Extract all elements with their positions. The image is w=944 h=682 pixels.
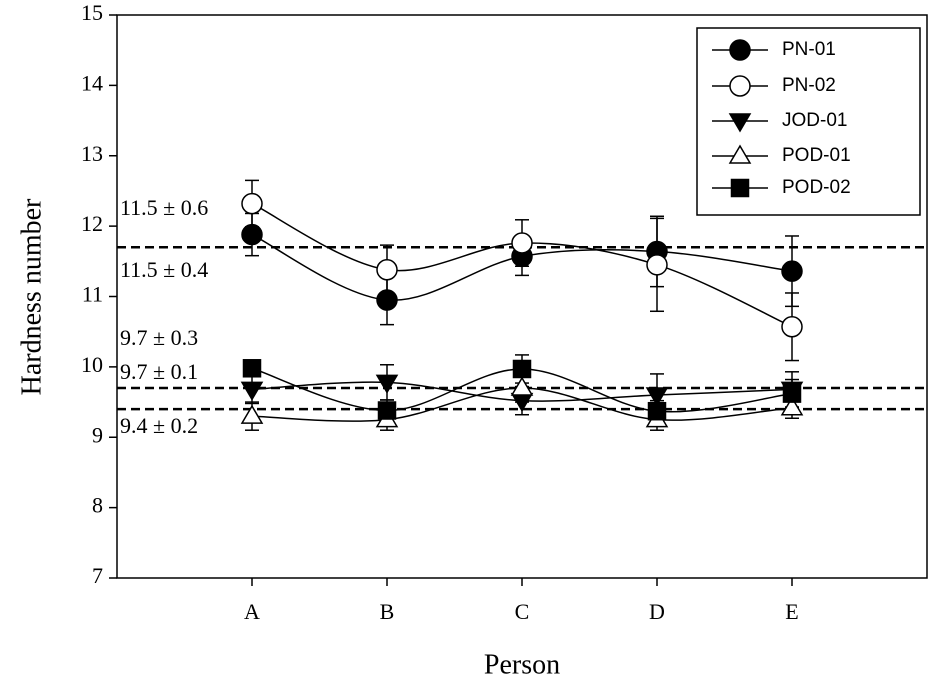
x-tick-label: C xyxy=(515,599,530,624)
marker xyxy=(729,39,751,61)
annotation: 9.4 ± 0.2 xyxy=(120,413,198,438)
marker xyxy=(730,178,750,198)
legend-label: JOD-01 xyxy=(782,110,847,131)
legend-label: PN-01 xyxy=(782,39,836,60)
y-tick-label: 14 xyxy=(81,70,103,95)
y-tick-label: 12 xyxy=(81,211,103,236)
legend-label: POD-01 xyxy=(782,145,851,166)
marker xyxy=(241,223,263,246)
marker xyxy=(241,192,263,215)
annotation: 9.7 ± 0.1 xyxy=(120,359,198,384)
annotation: 9.7 ± 0.3 xyxy=(120,325,198,350)
marker xyxy=(511,232,533,254)
legend-label: POD-02 xyxy=(782,177,851,198)
marker xyxy=(376,289,398,311)
marker xyxy=(728,144,752,164)
x-tick-label: D xyxy=(649,599,665,624)
marker xyxy=(376,259,398,281)
marker xyxy=(375,374,399,394)
marker xyxy=(781,316,803,338)
y-tick-label: 7 xyxy=(92,563,103,588)
y-axis-label: Hardness number xyxy=(16,198,47,395)
marker xyxy=(242,359,262,378)
legend-label: PN-02 xyxy=(782,75,836,96)
marker xyxy=(780,396,804,416)
x-tick-label: B xyxy=(380,599,395,624)
y-tick-label: 10 xyxy=(81,352,103,377)
y-tick-label: 8 xyxy=(92,493,103,518)
marker xyxy=(728,113,752,133)
marker xyxy=(377,401,397,420)
legend: PN-01 PN-02 JOD-01 POD-01 POD-02 xyxy=(696,27,921,216)
marker xyxy=(782,384,802,403)
marker xyxy=(240,404,264,424)
marker xyxy=(646,254,668,276)
x-axis-label: Person xyxy=(484,649,560,680)
annotation: 11.5 ± 0.4 xyxy=(120,257,208,282)
annotation: 11.5 ± 0.6 xyxy=(120,195,208,220)
x-tick-label: E xyxy=(785,599,798,624)
plot-frame xyxy=(116,14,928,579)
marker xyxy=(647,401,667,421)
marker xyxy=(240,381,264,401)
marker xyxy=(645,387,669,407)
marker xyxy=(510,376,534,396)
marker xyxy=(512,359,532,379)
y-tick-label: 15 xyxy=(81,0,103,25)
marker xyxy=(729,75,751,97)
x-tick-label: A xyxy=(244,599,260,624)
marker xyxy=(781,260,803,282)
y-tick-label: 13 xyxy=(81,141,103,166)
y-tick-label: 9 xyxy=(92,422,103,447)
y-tick-label: 11 xyxy=(82,282,103,307)
